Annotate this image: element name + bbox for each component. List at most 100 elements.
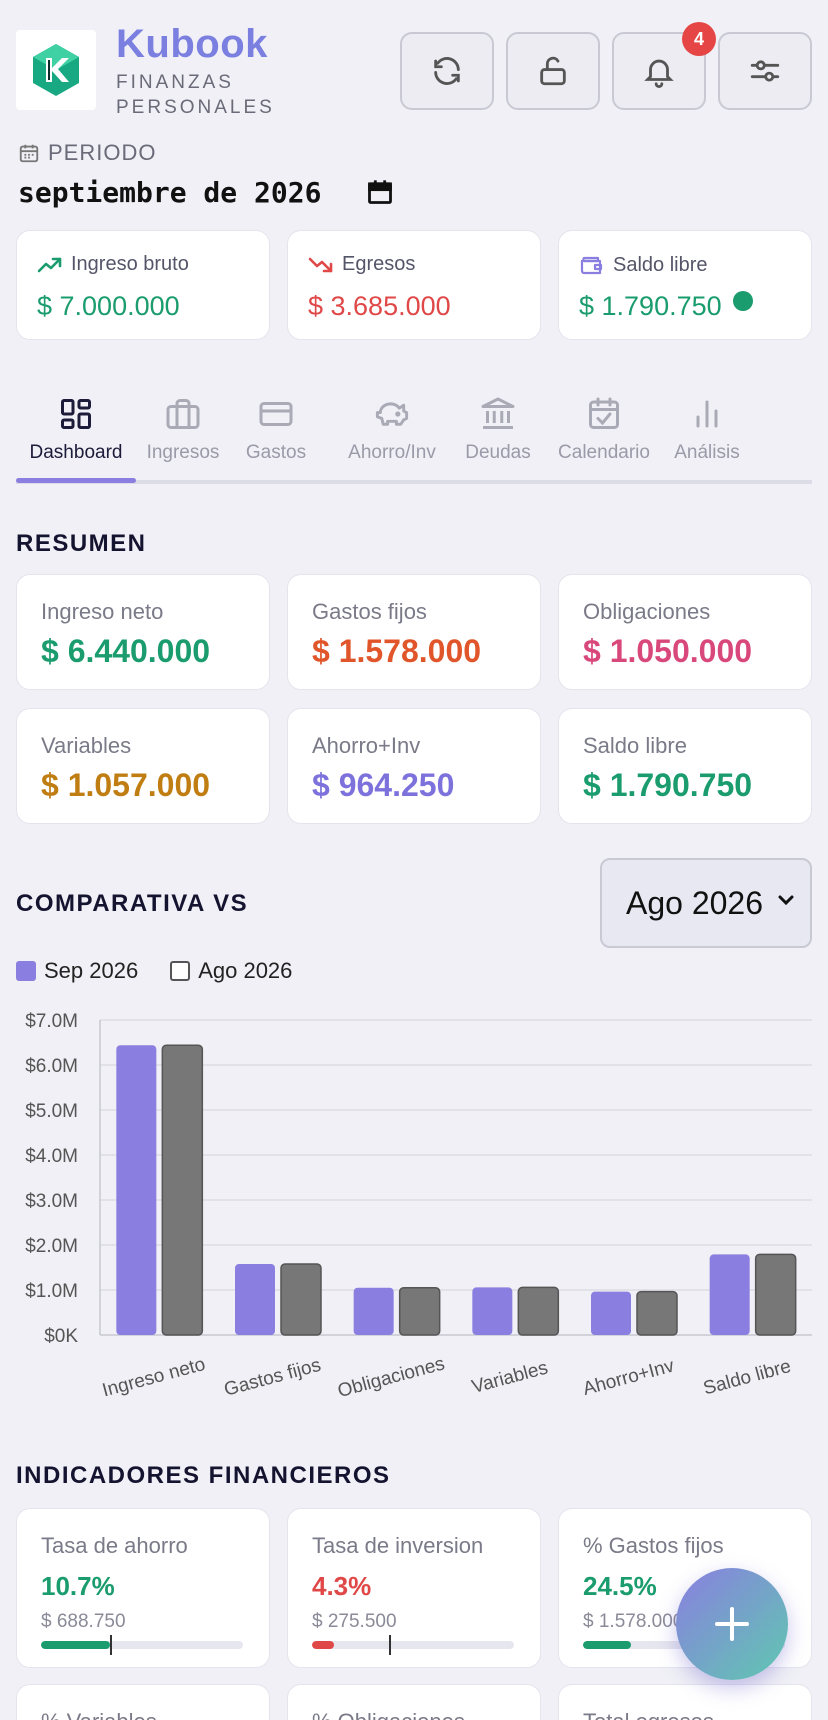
ingreso-bruto-value: $ 7.000.000 <box>37 291 180 321</box>
bar-sep-2026 <box>591 1291 631 1335</box>
tab-dashboard[interactable]: Dashboard <box>16 380 136 480</box>
brand-name: Kubook <box>116 22 268 66</box>
bar-sep-2026 <box>709 1254 750 1335</box>
y-tick-label: $7.0M <box>25 1011 78 1032</box>
indicadores-title: INDICADORES FINANCIEROS <box>16 1462 391 1489</box>
resumen-card-gastos-fijos: Gastos fijos $ 1.578.000 <box>287 574 541 690</box>
compare-month-select[interactable]: Ago 2026 <box>600 858 812 948</box>
tab-gastos[interactable]: Gastos <box>236 380 316 480</box>
progress-bar <box>312 1641 514 1649</box>
period-label: PERIODO <box>18 140 156 166</box>
add-transaction-button[interactable] <box>676 1568 788 1680</box>
period-input[interactable]: septiembre de 2026 <box>18 176 322 209</box>
wallet-icon <box>580 256 603 275</box>
indicator-card-total-egresos: Total egresos <box>558 1684 812 1720</box>
piggy-bank-icon <box>373 392 411 436</box>
unlock-icon <box>540 56 566 86</box>
target-marker <box>109 1635 112 1655</box>
egresos-card: Egresos $ 3.685.000 <box>287 230 541 340</box>
ingreso-bruto-label: Ingreso bruto <box>71 253 189 275</box>
y-tick-label: $3.0M <box>25 1191 78 1212</box>
trend-down-icon <box>308 257 333 272</box>
x-tick-label: Ingreso neto <box>100 1354 207 1402</box>
app-header: Kubook FINANZAS PERSONALES 4 <box>0 0 828 130</box>
bar-ago-2026 <box>280 1263 322 1336</box>
compare-month-value: Ago 2026 <box>626 884 764 921</box>
bar-ago-2026 <box>636 1290 678 1336</box>
bar-sep-2026 <box>472 1287 513 1335</box>
bar-sep-2026 <box>353 1287 394 1335</box>
y-tick-label: $4.0M <box>25 1146 78 1167</box>
y-tick-label: $2.0M <box>25 1236 78 1257</box>
brand-tagline: FINANZAS PERSONALES <box>116 72 275 118</box>
resumen-card-ahorro-inv: Ahorro+Inv $ 964.250 <box>287 708 541 824</box>
saldo-libre-value: $ 1.790.750 <box>579 291 722 321</box>
period-label-text: PERIODO <box>48 140 157 165</box>
progress-bar <box>41 1641 243 1649</box>
x-tick-label: Ahorro+Inv <box>581 1355 677 1400</box>
indicator-card-tasa-inversion: Tasa de inversion 4.3% $ 275.500 <box>287 1508 541 1668</box>
bar-ago-2026 <box>754 1253 797 1336</box>
x-tick-label: Obligaciones <box>335 1353 447 1402</box>
tab-analisis[interactable]: Análisis <box>662 380 752 480</box>
tab-calendario[interactable]: Calendario <box>542 380 666 480</box>
period-picker-button[interactable] <box>366 178 394 211</box>
egresos-value: $ 3.685.000 <box>308 291 451 321</box>
bell-icon <box>644 59 674 88</box>
egresos-label: Egresos <box>342 253 416 275</box>
bank-icon <box>480 392 516 436</box>
resumen-title: RESUMEN <box>16 530 147 557</box>
resumen-card-ingreso-neto: Ingreso neto $ 6.440.000 <box>16 574 270 690</box>
briefcase-icon <box>165 392 201 436</box>
resumen-card-variables: Variables $ 1.057.000 <box>16 708 270 824</box>
bar-chart-icon <box>689 392 725 436</box>
y-tick-label: $6.0M <box>25 1056 78 1077</box>
comparativa-title: COMPARATIVA VS <box>16 890 249 917</box>
refresh-button[interactable] <box>400 32 494 110</box>
y-tick-label: $1.0M <box>25 1281 78 1302</box>
bar-ago-2026 <box>161 1044 204 1336</box>
main-tabs: Dashboard Ingresos Gastos Ahorro/Inv <box>16 380 812 484</box>
status-dot <box>733 291 753 311</box>
tab-deudas[interactable]: Deudas <box>458 380 538 480</box>
legend-item-ago-2026[interactable]: Ago 2026 <box>170 958 292 984</box>
indicator-card-variables: % Variables <box>16 1684 270 1720</box>
kubook-logo-icon <box>33 44 79 96</box>
ingreso-bruto-card: Ingreso bruto $ 7.000.000 <box>16 230 270 340</box>
tab-ahorro-inv[interactable]: Ahorro/Inv <box>332 380 452 480</box>
credit-card-icon <box>258 392 294 436</box>
active-tab-indicator <box>16 478 136 483</box>
plus-icon <box>715 1607 749 1641</box>
resumen-card-obligaciones: Obligaciones $ 1.050.000 <box>558 574 812 690</box>
bar-ago-2026 <box>398 1287 441 1336</box>
indicator-card-tasa-ahorro: Tasa de ahorro 10.7% $ 688.750 <box>16 1508 270 1668</box>
chevron-down-icon <box>778 895 794 906</box>
y-tick-label: $0K <box>44 1326 78 1347</box>
calendar-picker-icon <box>368 180 392 204</box>
calendar-small-icon <box>19 144 39 163</box>
trend-up-icon <box>37 257 62 272</box>
chart-legend: Sep 2026 Ago 2026 <box>16 958 324 984</box>
target-marker <box>388 1635 391 1655</box>
y-tick-label: $5.0M <box>25 1101 78 1122</box>
refresh-icon <box>434 57 460 85</box>
saldo-libre-label: Saldo libre <box>613 253 708 276</box>
settings-button[interactable] <box>718 32 812 110</box>
x-tick-label: Variables <box>470 1357 551 1397</box>
calendar-check-icon <box>586 392 622 436</box>
resumen-card-saldo-libre: Saldo libre $ 1.790.750 <box>558 708 812 824</box>
indicator-card-obligaciones: % Obligaciones <box>287 1684 541 1720</box>
x-tick-label: Saldo libre <box>701 1356 793 1400</box>
bar-sep-2026 <box>116 1045 157 1335</box>
app-logo <box>16 30 96 110</box>
notifications-badge: 4 <box>682 22 716 56</box>
bar-ago-2026 <box>517 1286 560 1336</box>
settings-sliders-icon <box>750 60 780 82</box>
dashboard-grid-icon <box>58 392 94 436</box>
comparativa-bar-chart: $0K $1.0M $2.0M $3.0M $4.0M $5.0M $6.0M $7.0M In… <box>25 1011 812 1402</box>
legend-item-sep-2026[interactable]: Sep 2026 <box>16 958 138 984</box>
x-tick-label: Gastos fijos <box>222 1355 323 1401</box>
saldo-libre-card: Saldo libre $ 1.790.750 <box>558 230 812 340</box>
unlock-button[interactable] <box>506 32 600 110</box>
tab-ingresos[interactable]: Ingresos <box>138 380 228 480</box>
